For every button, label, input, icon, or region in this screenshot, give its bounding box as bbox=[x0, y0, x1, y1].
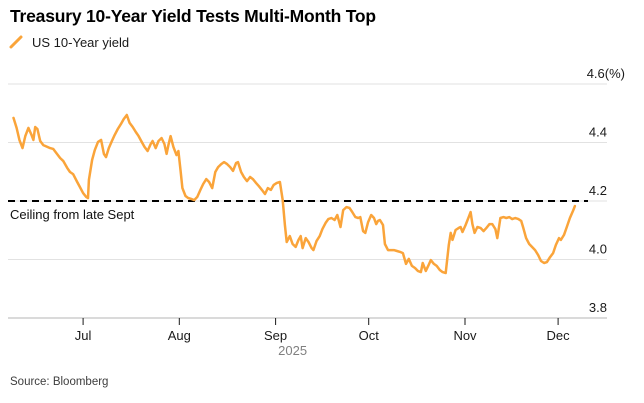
legend-label: US 10-Year yield bbox=[32, 34, 130, 50]
x-tick-label: Oct bbox=[359, 328, 380, 343]
x-tick-label: Dec bbox=[547, 328, 571, 343]
x-tick-label: Nov bbox=[453, 328, 477, 343]
y-tick-label: 4.2 bbox=[589, 183, 607, 198]
y-tick-label: 3.8 bbox=[589, 300, 607, 315]
chart-title: Treasury 10-Year Yield Tests Multi-Month… bbox=[10, 6, 376, 26]
ceiling-annotation-label: Ceiling from late Sept bbox=[10, 207, 135, 222]
line-series-marker-icon bbox=[9, 35, 23, 49]
yield-line-series bbox=[12, 113, 577, 275]
y-tick-label: 4.6(%) bbox=[587, 66, 625, 81]
legend: US 10-Year yield bbox=[8, 34, 129, 50]
source-attribution: Source: Bloomberg bbox=[10, 376, 109, 388]
x-tick-label: Jul bbox=[75, 328, 92, 343]
y-tick-label: 4.4 bbox=[589, 125, 607, 140]
x-tick-label: Aug bbox=[168, 328, 191, 343]
x-tick-label: Sep bbox=[264, 328, 287, 343]
y-tick-label: 4.0 bbox=[589, 242, 607, 257]
year-label: 2025 bbox=[278, 343, 307, 358]
